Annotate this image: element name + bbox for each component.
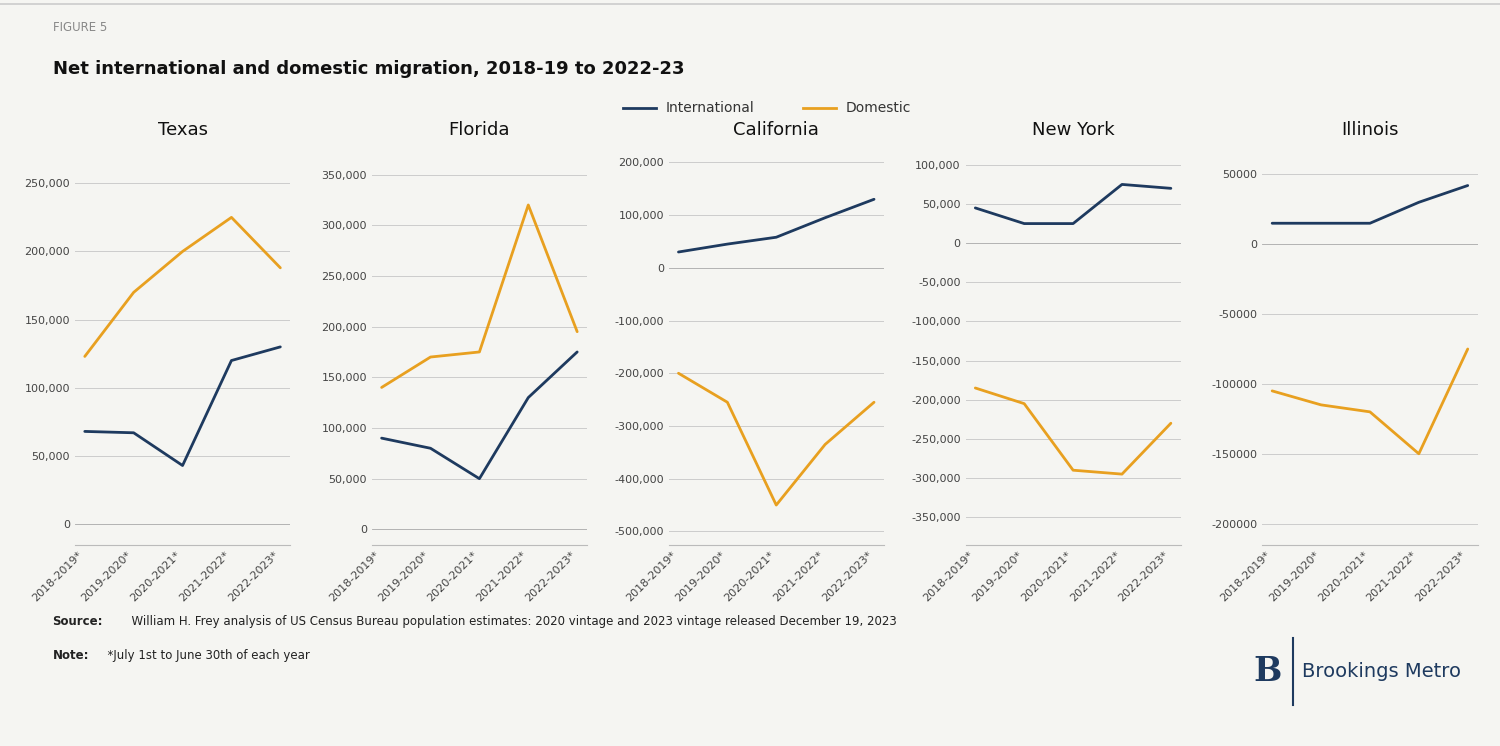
Text: FIGURE 5: FIGURE 5 <box>53 21 106 34</box>
Title: Florida: Florida <box>448 122 510 140</box>
Text: Net international and domestic migration, 2018-19 to 2022-23: Net international and domestic migration… <box>53 60 684 78</box>
Text: Source:: Source: <box>53 615 104 628</box>
Title: New York: New York <box>1032 122 1114 140</box>
Text: Brookings Metro: Brookings Metro <box>1302 662 1461 681</box>
Text: William H. Frey analysis of US Census Bureau population estimates: 2020 vintage : William H. Frey analysis of US Census Bu… <box>124 615 897 628</box>
Text: B: B <box>1254 655 1281 688</box>
Text: Note:: Note: <box>53 649 88 662</box>
Title: Illinois: Illinois <box>1341 122 1398 140</box>
Text: *July 1st to June 30th of each year: *July 1st to June 30th of each year <box>100 649 310 662</box>
Text: Domestic: Domestic <box>846 101 912 115</box>
Title: Texas: Texas <box>158 122 207 140</box>
Text: International: International <box>666 101 754 115</box>
Title: California: California <box>734 122 819 140</box>
